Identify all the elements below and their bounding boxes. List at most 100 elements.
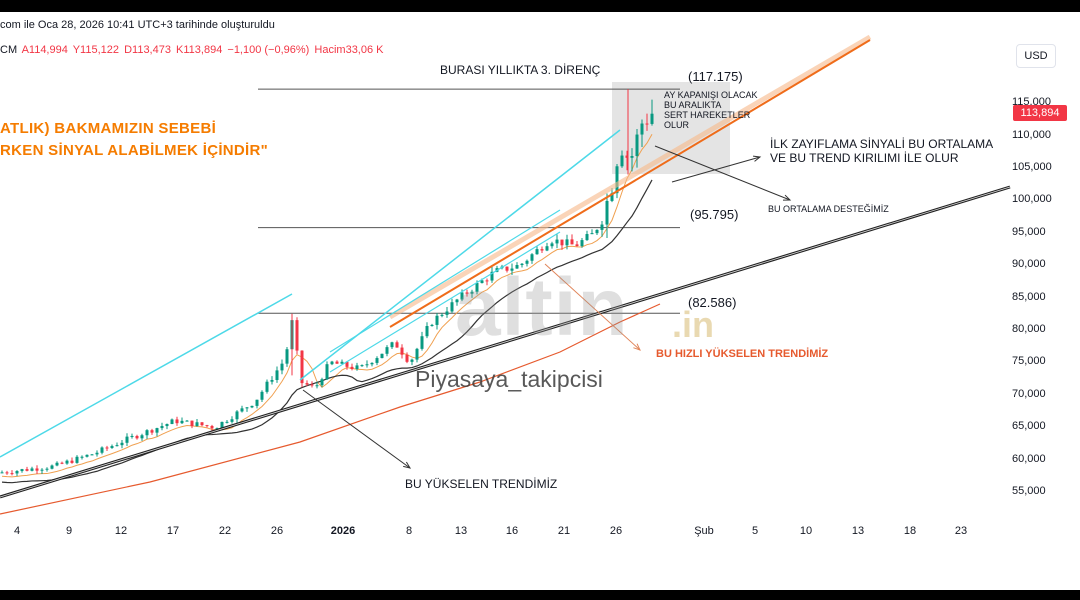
candle-body	[455, 299, 459, 303]
level-mid-label: (95.795)	[690, 207, 739, 222]
date-tick-label: 18	[903, 525, 917, 537]
candle-body	[480, 280, 484, 284]
cyan-channel-line	[329, 231, 561, 373]
candle-body	[15, 471, 19, 474]
candle-body	[600, 224, 604, 230]
date-tick-label: 26	[609, 525, 623, 537]
candle-body	[625, 155, 629, 158]
date-tick-label: 10	[799, 525, 813, 537]
price-tick-label: 70,000	[1012, 387, 1046, 400]
currency-button[interactable]: USD	[1016, 44, 1056, 68]
candle-body	[380, 353, 384, 359]
date-tick-label: 21	[557, 525, 571, 537]
candle-body	[310, 384, 314, 386]
candle-body	[510, 268, 514, 271]
candle-body	[75, 456, 79, 463]
created-note: com ile Oca 28, 2026 10:41 UTC+3 tarihin…	[0, 19, 275, 31]
cyan-channel-line	[329, 209, 561, 353]
candle-body	[555, 239, 559, 244]
candle-body	[645, 123, 649, 125]
candle-body	[630, 156, 634, 158]
candle-body	[575, 244, 579, 247]
candle-body	[335, 361, 339, 364]
arrow-rising-trend-head	[403, 461, 412, 469]
candle-body	[610, 193, 614, 201]
ohlc-prefix: CM	[0, 44, 18, 56]
candle-body	[205, 425, 209, 427]
chart-frame: com ile Oca 28, 2026 10:41 UTC+3 tarihin…	[0, 12, 1080, 590]
candle-body	[275, 370, 279, 380]
ma-long-line	[0, 303, 661, 515]
candle-body	[190, 420, 194, 427]
candle-body	[130, 435, 134, 437]
candle-body	[295, 320, 299, 351]
candle-body	[440, 314, 444, 316]
candle-body	[45, 468, 49, 470]
candle-body	[330, 361, 334, 365]
candle-body	[280, 363, 284, 371]
date-tick-label: 8	[405, 525, 413, 537]
candle-body	[125, 436, 129, 443]
arrow-signal-head	[752, 155, 762, 162]
candle-body	[305, 383, 309, 385]
candle-body	[70, 460, 74, 463]
ohlc-low: D113,473	[124, 44, 171, 56]
price-tick-label: 95,000	[1012, 225, 1046, 238]
candle-body	[230, 419, 234, 422]
candle-body	[200, 422, 204, 426]
left-note-line1: ATLIK) BAKMAMIZIN SEBEBİ	[0, 120, 217, 137]
candle-body	[220, 421, 224, 429]
candle-body	[530, 254, 534, 261]
candle-body	[150, 430, 154, 433]
box-note: AY KAPANIŞI OLACAK BU ARALIKTA SERT HARE…	[664, 90, 758, 130]
level-top-label: (117.175)	[688, 69, 743, 84]
annotation-arrows	[302, 145, 792, 469]
candle-body	[195, 422, 199, 427]
candle-body	[40, 469, 44, 471]
candle-body	[550, 243, 554, 247]
price-tick-label: 100,000	[1012, 193, 1052, 206]
date-tick-label: 16	[505, 525, 519, 537]
candle-body	[340, 361, 344, 364]
ohlc-close: K113,894	[176, 44, 223, 56]
candle-body	[10, 473, 14, 475]
candle-body	[145, 430, 149, 436]
candle-body	[565, 239, 569, 246]
candle-body	[505, 266, 509, 271]
candle-body	[160, 426, 164, 429]
candle-body	[430, 324, 434, 327]
candle-body	[20, 469, 24, 472]
candle-body	[400, 347, 404, 355]
signal-note-line2: VE BU TREND KIRILIMI İLE OLUR	[770, 151, 959, 165]
candle-body	[570, 239, 574, 245]
candle-body	[0, 472, 4, 474]
candle-body	[140, 435, 144, 439]
candle-body	[300, 350, 304, 384]
candle-body	[635, 134, 639, 157]
candle-body	[590, 233, 594, 235]
candle-body	[120, 442, 124, 446]
ma-fast-line	[1, 133, 653, 478]
ohlc-high: Y115,122	[72, 44, 120, 56]
horizontal-levels	[258, 88, 680, 314]
candle-body	[540, 249, 544, 251]
candle-body	[135, 435, 139, 439]
candle-body	[270, 379, 274, 382]
candle-body	[50, 465, 54, 469]
candle-body	[435, 315, 439, 325]
candle-body	[265, 381, 269, 392]
candle-body	[210, 425, 214, 429]
candle-body	[595, 229, 599, 234]
candle-body	[115, 445, 119, 447]
candle-body	[320, 379, 324, 386]
candle-body	[345, 361, 349, 367]
candle-body	[375, 358, 379, 363]
candle-body	[155, 428, 159, 433]
left-note-line2: RKEN SİNYAL ALABİLMEK İÇİNDİR"	[0, 142, 269, 159]
date-tick-label: 26	[270, 525, 284, 537]
candle-body	[490, 271, 494, 281]
candle-body	[365, 364, 369, 366]
date-tick-label: 4	[13, 525, 21, 537]
candle-body	[415, 348, 419, 360]
candle-body	[240, 408, 244, 412]
